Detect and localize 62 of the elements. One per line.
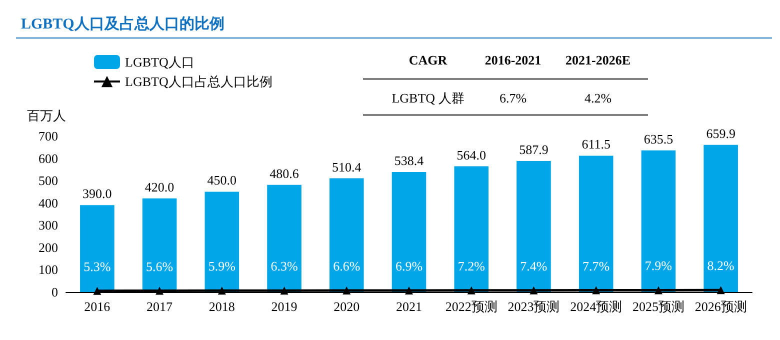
bar xyxy=(142,198,177,292)
legend-label: LGBTQ人口占总人口比例 xyxy=(125,74,272,89)
data-label: 5.3% xyxy=(84,258,111,274)
bar xyxy=(704,144,738,292)
y-tick-label: 400 xyxy=(38,195,58,210)
text: 6.7% xyxy=(499,90,527,106)
bar xyxy=(204,192,240,292)
text: 4.2% xyxy=(584,90,612,106)
text: 2021-2026E xyxy=(566,52,630,68)
y-tick-label: 500 xyxy=(38,173,58,188)
data-label: 6.3% xyxy=(270,258,298,274)
bar xyxy=(454,166,489,292)
y-tick-label: 100 xyxy=(38,262,58,278)
x-tick-label: 2024预测 xyxy=(570,299,622,314)
y-tick-label: 300 xyxy=(38,218,58,233)
data-label: 611.5 xyxy=(582,136,610,152)
bar xyxy=(578,156,614,292)
data-label: 587.9 xyxy=(519,142,548,157)
data-label: 7.2% xyxy=(458,258,486,274)
data-label: 420.0 xyxy=(144,179,174,194)
x-tick-label: 2020 xyxy=(334,299,360,314)
y-tick-label: 600 xyxy=(38,150,58,166)
data-label: 8.2% xyxy=(707,258,735,274)
data-label: 450.0 xyxy=(207,172,237,188)
data-label: 564.0 xyxy=(456,147,486,162)
x-tick-label: 2016 xyxy=(84,299,111,314)
x-tick-label: 2026预测 xyxy=(694,299,747,314)
x-tick-label: 2018 xyxy=(208,299,235,314)
text: CAGR xyxy=(408,52,448,68)
data-label: 538.4 xyxy=(394,153,424,168)
x-tick-label: 2021 xyxy=(396,299,422,314)
y-tick-label: 700 xyxy=(38,128,58,144)
data-label: 480.6 xyxy=(270,166,300,181)
y-tick-label: 0 xyxy=(52,284,58,300)
data-label: 5.9% xyxy=(208,258,236,274)
bar xyxy=(516,160,551,292)
x-tick-label: 2022预测 xyxy=(445,299,498,314)
text: LGBTQ 人群 xyxy=(392,90,464,106)
y-tick-label: 200 xyxy=(38,240,58,255)
x-tick-label: 2019 xyxy=(271,299,298,314)
data-label: 6.6% xyxy=(333,258,360,274)
x-tick-label: 2025预测 xyxy=(632,299,684,314)
bar xyxy=(80,205,114,292)
x-tick-label: 2023预测 xyxy=(508,299,560,314)
data-label: 7.7% xyxy=(582,258,610,274)
legend-label: LGBTQ人口 xyxy=(125,54,194,70)
bar xyxy=(392,172,426,292)
data-label: 6.9% xyxy=(395,258,423,274)
chart-title: LGBTQ人口及占总人口的比例 xyxy=(21,16,224,32)
bar xyxy=(267,184,302,292)
data-label: 7.9% xyxy=(644,258,672,274)
bar xyxy=(641,150,676,292)
data-label: 510.4 xyxy=(332,159,362,174)
data-label: 390.0 xyxy=(82,186,112,202)
data-label: 5.6% xyxy=(146,258,174,274)
data-label: 659.9 xyxy=(706,126,736,141)
data-label: 635.5 xyxy=(644,131,674,146)
data-label: 7.4% xyxy=(520,258,548,274)
x-tick-label: 2017 xyxy=(146,299,174,314)
y-axis-title: 百万人 xyxy=(27,108,66,123)
text: 2016-2021 xyxy=(484,52,542,68)
bar xyxy=(329,178,364,292)
